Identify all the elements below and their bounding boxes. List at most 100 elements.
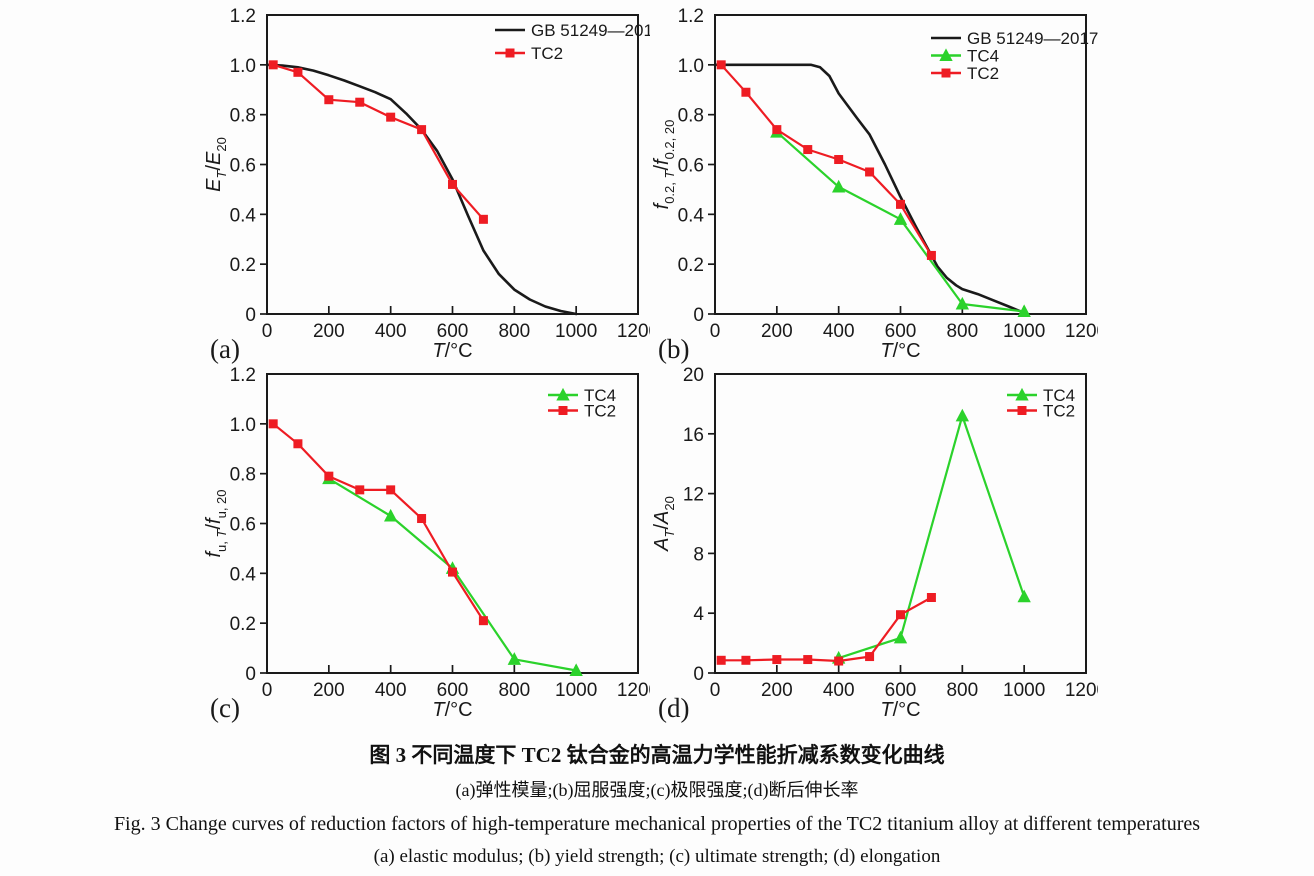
legend-marker xyxy=(941,68,951,78)
x-tick-label: 800 xyxy=(498,680,530,701)
series-marker-TC2 xyxy=(772,655,782,665)
series-marker-TC2 xyxy=(803,655,813,665)
x-axis-label: T/°C xyxy=(432,699,472,721)
y-tick-label: 1.0 xyxy=(230,415,256,436)
series-marker-TC2 xyxy=(834,656,844,666)
x-tick-label: 200 xyxy=(761,680,793,701)
series-marker-TC2 xyxy=(293,67,303,77)
x-tick-label: 1000 xyxy=(555,321,597,342)
y-tick-label: 0.4 xyxy=(230,205,257,226)
series-marker-TC2 xyxy=(926,250,936,260)
series-line-GB-51249—2017 xyxy=(713,63,1026,315)
x-axis-label: T/°C xyxy=(432,340,472,362)
series-line-GB-51249—2017 xyxy=(265,63,578,316)
legend-marker xyxy=(1017,406,1027,415)
y-tick-label: 0.4 xyxy=(230,564,257,585)
legend-item-TC2: TC2 xyxy=(1007,402,1075,421)
figure-captions: 图 3 不同温度下 TC2 钛合金的高温力学性能折减系数变化曲线 (a)弹性模量… xyxy=(0,737,1314,873)
legend-marker xyxy=(939,48,953,62)
legend-label: TC2 xyxy=(967,64,999,83)
y-tick-label: 1.2 xyxy=(230,6,256,27)
series-marker-TC4 xyxy=(955,408,970,422)
y-tick-label: 0.8 xyxy=(230,465,256,486)
panel-letter: (d) xyxy=(658,693,689,723)
series-marker-TC2 xyxy=(417,514,427,524)
series-marker-TC2 xyxy=(865,167,875,177)
y-tick-label: 0 xyxy=(245,664,256,685)
axes-box xyxy=(714,14,1087,315)
x-tick-label: 200 xyxy=(313,321,345,342)
caption-chinese-sublabels: (a)弹性模量;(b)屈服强度;(c)极限强度;(d)断后伸长率 xyxy=(455,780,859,800)
y-axis-label: ET/E20 xyxy=(203,137,229,192)
x-tick-label: 800 xyxy=(946,680,978,701)
x-tick-label: 200 xyxy=(313,680,345,701)
series-marker-TC2 xyxy=(896,610,905,620)
caption-chinese-title: 图 3 不同温度下 TC2 钛合金的高温力学性能折减系数变化曲线 xyxy=(369,743,945,767)
series-marker-TC2 xyxy=(355,97,365,107)
series-marker-TC4 xyxy=(893,212,908,225)
x-axis-label: T/°C xyxy=(880,699,920,721)
legend-label: GB 51249—2017 xyxy=(967,29,1098,48)
x-tick-label: 400 xyxy=(823,321,855,342)
y-tick-label: 0 xyxy=(693,305,704,326)
x-tick-label: 1000 xyxy=(1003,321,1045,342)
series-marker-TC4 xyxy=(1017,589,1031,603)
series-marker-TC2 xyxy=(716,60,726,70)
series-marker-TC2 xyxy=(803,145,813,155)
x-axis-label: T/°C xyxy=(880,340,920,362)
x-tick-label: 600 xyxy=(437,680,469,701)
y-tick-label: 16 xyxy=(683,425,704,446)
y-tick-label: 1.2 xyxy=(230,365,256,386)
series-marker-TC2 xyxy=(417,125,427,135)
panel-letter: (a) xyxy=(210,334,240,364)
series-marker-TC2 xyxy=(355,485,365,495)
y-tick-label: 4 xyxy=(693,604,704,625)
caption-english-title: Fig. 3 Change curves of reduction factor… xyxy=(113,813,1201,835)
y-tick-label: 0.6 xyxy=(230,515,256,536)
series-marker-TC4 xyxy=(1017,304,1031,318)
series-marker-TC2 xyxy=(448,179,457,189)
legend-label: TC4 xyxy=(584,386,616,405)
series-marker-TC2 xyxy=(448,567,457,577)
legend-item-GB-51249—2017: GB 51249—2017 xyxy=(931,29,1098,48)
axes-box xyxy=(266,14,639,315)
y-axis-label: AT/A20 xyxy=(651,496,677,552)
series-marker-TC2 xyxy=(478,214,488,224)
y-tick-label: 0.6 xyxy=(230,156,256,177)
series-marker-TC2 xyxy=(386,485,396,495)
series-marker-TC2 xyxy=(896,199,905,209)
y-tick-label: 0.2 xyxy=(230,614,256,635)
legend-item-TC2: TC2 xyxy=(495,44,563,63)
series-marker-TC2 xyxy=(268,60,278,70)
legend-item-TC4: TC4 xyxy=(1007,386,1075,405)
series-marker-TC2 xyxy=(478,616,488,626)
x-tick-label: 0 xyxy=(262,321,273,342)
series-marker-TC2 xyxy=(268,419,278,429)
legend-label: TC2 xyxy=(531,44,563,63)
x-tick-label: 400 xyxy=(375,680,407,701)
legend-item-TC2: TC2 xyxy=(548,402,616,421)
x-tick-label: 1000 xyxy=(555,680,597,701)
x-tick-label: 0 xyxy=(262,680,273,701)
y-tick-label: 0.2 xyxy=(230,255,256,276)
series-marker-TC4 xyxy=(955,296,970,310)
legend-label: TC4 xyxy=(967,47,999,66)
series-marker-TC2 xyxy=(293,439,303,449)
x-tick-label: 600 xyxy=(437,321,469,342)
panel-letter: (b) xyxy=(658,334,689,364)
caption-english-sublabels: (a) elastic modulus; (b) yield strength;… xyxy=(373,846,941,867)
x-tick-label: 400 xyxy=(375,321,407,342)
series-marker-TC2 xyxy=(834,155,844,165)
x-tick-label: 1000 xyxy=(1003,680,1045,701)
y-tick-label: 12 xyxy=(683,485,704,506)
